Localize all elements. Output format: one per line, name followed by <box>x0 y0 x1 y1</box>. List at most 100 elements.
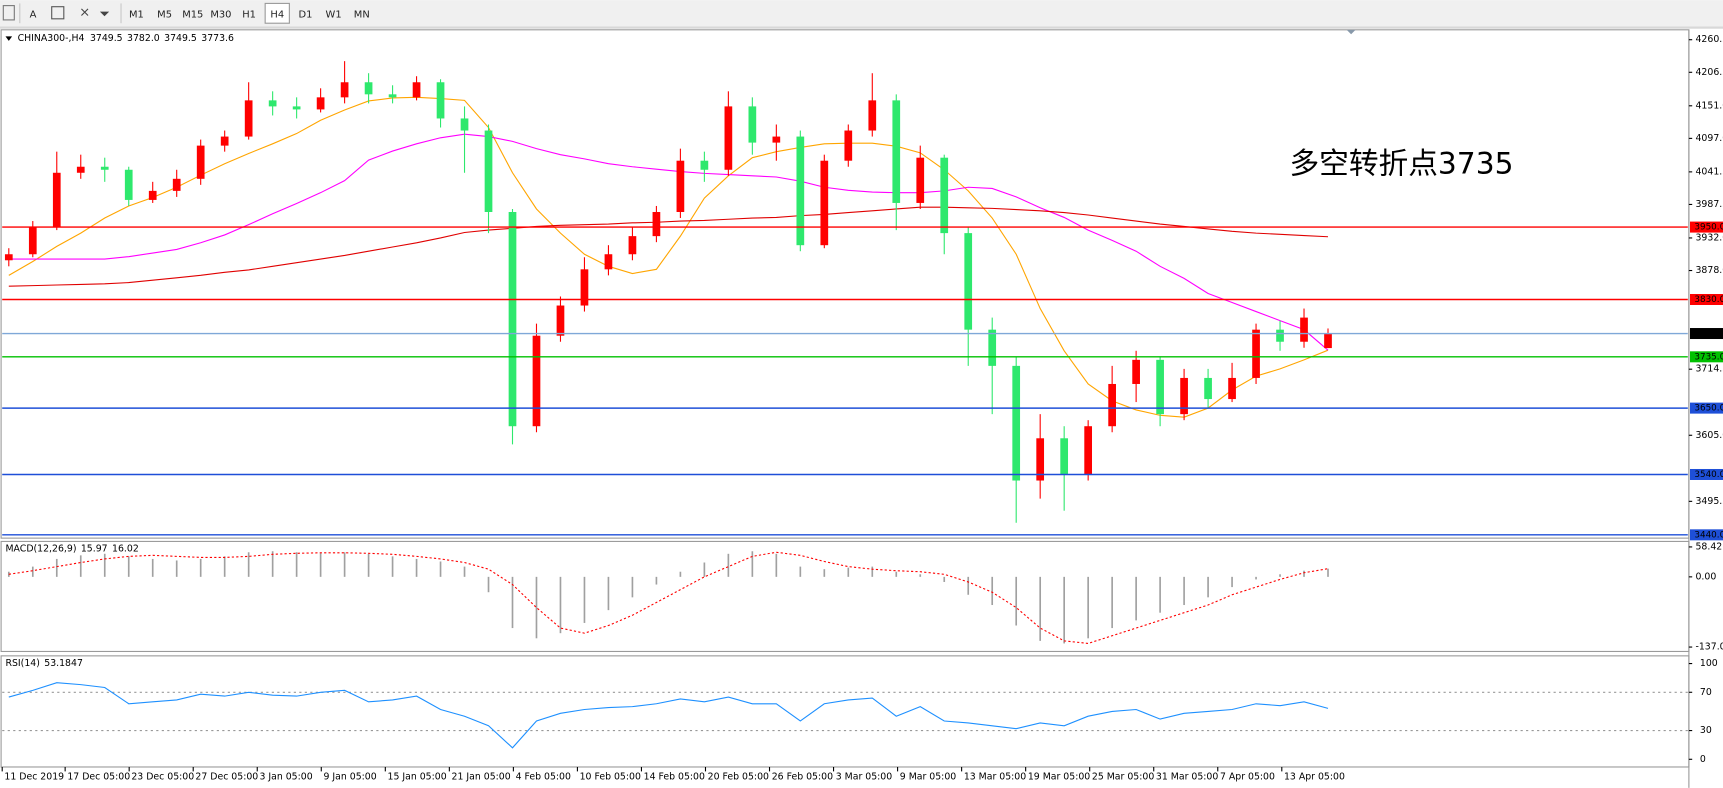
level-label: 3735.0 <box>1694 352 1723 362</box>
arrows-tool[interactable] <box>81 8 110 17</box>
macd-bar <box>151 558 154 577</box>
macd-bar <box>511 576 514 629</box>
annotation: 多空转折点3735 <box>1289 147 1513 182</box>
candle-body <box>1060 438 1069 475</box>
candle-body <box>76 166 85 173</box>
candle-body <box>1228 377 1236 400</box>
level-tag <box>1689 351 1723 363</box>
macd-tick-label: 0.00 <box>1695 571 1716 582</box>
rsi-tick-label: 30 <box>1700 725 1712 736</box>
macd-bar <box>559 576 562 634</box>
timeframe-button[interactable]: M15 <box>182 9 203 20</box>
timeframe-button[interactable]: D1 <box>298 9 312 20</box>
level-tag <box>1689 402 1723 414</box>
candle-body <box>436 82 445 119</box>
macd-bar <box>1111 576 1113 629</box>
crosshair-icon[interactable] <box>2 5 15 21</box>
candle-body <box>508 211 517 427</box>
macd-bar <box>919 574 922 577</box>
macd-bar <box>463 566 466 577</box>
macd-bar <box>655 576 658 585</box>
candle-body <box>1276 329 1284 342</box>
x-tick-label: 14 Feb 05:00 <box>644 771 705 782</box>
macd-bar <box>439 561 442 577</box>
macd-value: 15.97 <box>81 544 108 555</box>
main-pane <box>0 29 1690 539</box>
x-tick-label: 27 Dec 05:00 <box>195 771 258 782</box>
x-tick-label: 23 Dec 05:00 <box>131 771 194 782</box>
rsi-line <box>8 682 1329 749</box>
candle-body <box>820 160 829 246</box>
candle-body <box>916 157 925 203</box>
header-value: 3749.5 <box>90 33 123 44</box>
rsi-tick-label: 0 <box>1700 754 1706 765</box>
y-tick-label: 3605.0 <box>1695 430 1723 441</box>
x-tick-label: 25 Mar 05:00 <box>1092 771 1154 782</box>
macd-bar <box>199 558 202 577</box>
timeframe-button[interactable]: MN <box>354 9 370 20</box>
macd-signal <box>8 551 1329 644</box>
label-tool[interactable] <box>51 6 65 20</box>
candle-body <box>1180 377 1188 415</box>
macd-bar <box>127 556 130 577</box>
level-label: 3830.0 <box>1694 295 1723 305</box>
macd-bar <box>799 566 802 577</box>
macd-bar <box>967 576 970 595</box>
macd-bar <box>319 553 322 577</box>
macd-title: MACD(12,26,9) <box>6 544 77 555</box>
candle-body <box>1084 426 1093 475</box>
y-tick-label: 4097.0 <box>1695 133 1723 144</box>
x-tick-label: 7 Apr 05:00 <box>1220 771 1275 782</box>
x-tick-label: 4 Feb 05:00 <box>516 771 571 782</box>
candle-body <box>316 97 325 110</box>
candle-body <box>844 130 853 161</box>
level-label: 3650.0 <box>1694 404 1723 414</box>
macd-bar <box>1207 576 1209 598</box>
macd-bar <box>223 556 226 577</box>
main-chart: 4260.5 4206.5 4151.0 4097.0 4041.5 3987.5 3932… <box>1 34 1723 782</box>
x-tick-label: 17 Dec 05:00 <box>67 771 130 782</box>
candle-body <box>124 169 133 200</box>
level-label: 3540.0 <box>1694 470 1723 480</box>
timeframe-button[interactable]: W1 <box>326 9 342 20</box>
timeframe-button[interactable]: M1 <box>129 9 144 20</box>
macd-bar <box>295 552 298 577</box>
macd-bar <box>1327 568 1329 577</box>
candle-body <box>4 254 13 261</box>
x-tick-label: 3 Mar 05:00 <box>836 771 892 782</box>
header-value: 3773.6 <box>201 33 234 44</box>
macd-bar <box>1015 576 1018 626</box>
x-tick-label: 13 Mar 05:00 <box>964 771 1026 782</box>
level-tag <box>1689 529 1723 541</box>
candle-body <box>292 106 301 110</box>
macd-bar <box>391 556 394 577</box>
moving-average <box>8 206 1329 287</box>
timeframe-button[interactable]: H4 <box>270 9 284 20</box>
macd-tick-label: -137.09 <box>1695 642 1723 653</box>
candle-body <box>148 190 157 200</box>
macd-bar <box>727 553 730 577</box>
macd-bar <box>535 576 538 639</box>
macd-bar <box>1255 576 1257 580</box>
macd-bar <box>583 576 586 623</box>
macd-bar <box>679 571 682 577</box>
candle-body <box>220 136 229 146</box>
candle-body <box>1324 333 1332 349</box>
text-tool[interactable]: A <box>30 9 37 20</box>
timeframe-button[interactable]: M30 <box>210 9 231 20</box>
x-tick-label: 21 Jan 05:00 <box>452 771 511 782</box>
x-tick-label: 15 Jan 05:00 <box>388 771 447 782</box>
candle-body <box>652 211 661 237</box>
timeframe-button[interactable]: M5 <box>157 9 172 20</box>
timeframe-button[interactable]: H1 <box>242 9 256 20</box>
macd-value: 16.02 <box>112 544 139 555</box>
rsi-value: 53.1847 <box>44 658 83 669</box>
macd-bar <box>631 576 634 598</box>
level-tag <box>1689 221 1723 233</box>
candle-body <box>628 236 637 255</box>
macd-bar <box>703 562 706 577</box>
y-tick-label: 3495.5 <box>1695 496 1723 507</box>
x-tick-label: 13 Apr 05:00 <box>1284 771 1345 782</box>
macd-bar <box>895 571 898 577</box>
